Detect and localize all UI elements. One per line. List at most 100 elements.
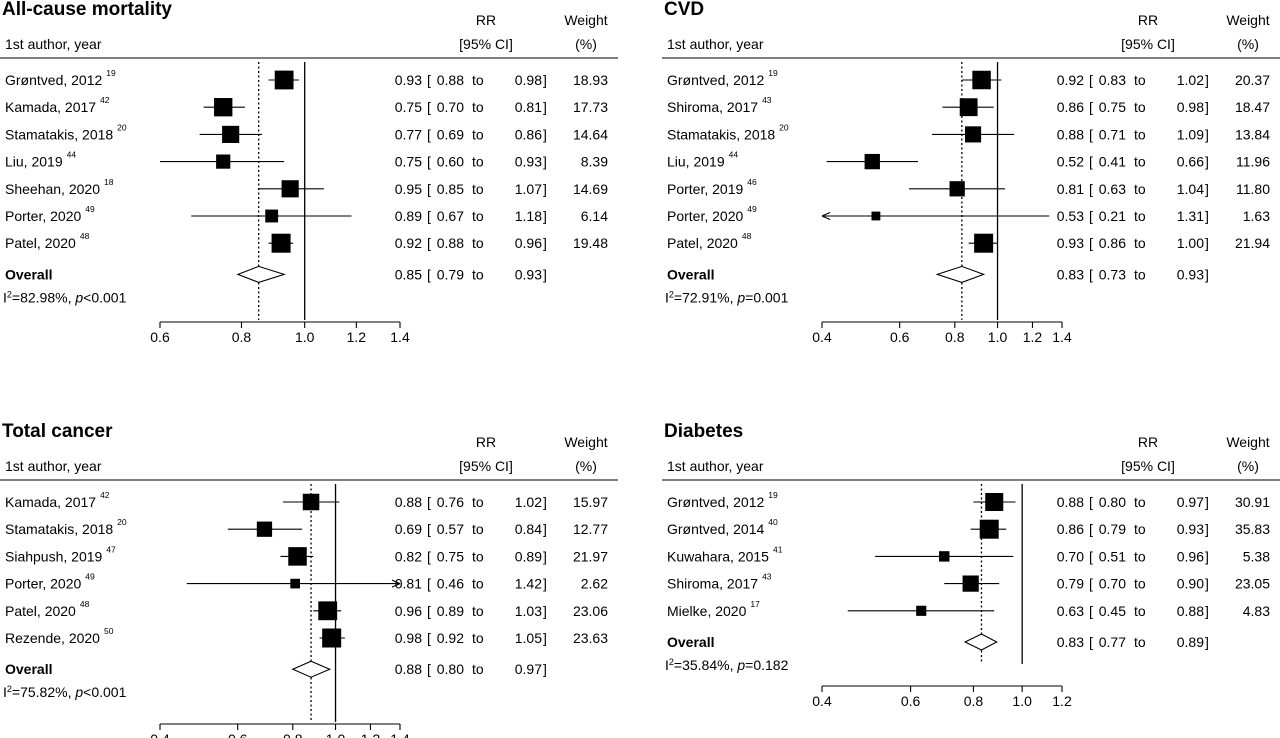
study-author: Porter, 2020 bbox=[5, 208, 81, 224]
ci-bracket-close: ] bbox=[543, 576, 547, 592]
heterogeneity-stat: I2=35.84%, p=0.182 bbox=[665, 657, 789, 673]
ci-to: to bbox=[472, 661, 484, 677]
ci-arrow-left bbox=[821, 211, 831, 221]
study-ci-low: 0.92 bbox=[437, 630, 464, 646]
ci-bracket-close: ] bbox=[1205, 208, 1209, 224]
overall-ci-high: 0.89 bbox=[1177, 634, 1204, 650]
study-weight: 1.63 bbox=[1243, 208, 1270, 224]
ci-bracket-open: [ bbox=[1089, 521, 1093, 537]
study-rr: 0.92 bbox=[1057, 72, 1084, 88]
study-weight: 21.97 bbox=[573, 548, 608, 564]
study-rr: 0.75 bbox=[395, 154, 422, 170]
weight-header: Weight bbox=[1226, 12, 1269, 28]
study-ref: 48 bbox=[80, 599, 90, 609]
study-rr: 0.81 bbox=[1057, 181, 1084, 197]
study-estimate-box bbox=[271, 233, 291, 253]
x-axis: 0.4 0.6 0.8 1.0 1.2 1.4 bbox=[150, 723, 410, 738]
study-ci-high: 0.88 bbox=[1177, 603, 1204, 619]
overall-label: Overall bbox=[5, 266, 52, 282]
study-row: Stamatakis, 2018 20 0.88 [0.71 to 1.09] 13.84 bbox=[667, 122, 1270, 143]
ci-to: to bbox=[1134, 72, 1146, 88]
study-row: Sheehan, 2020 18 0.95 [0.85 to 1.07] 14.69 bbox=[5, 177, 608, 198]
overall-rr: 0.83 bbox=[1057, 266, 1084, 282]
x-tick-label: 1.0 bbox=[295, 329, 315, 345]
overall-diamond bbox=[291, 660, 332, 678]
study-author: Patel, 2020 bbox=[667, 235, 738, 251]
study-estimate-box bbox=[288, 547, 307, 566]
study-rr: 0.75 bbox=[395, 99, 422, 115]
study-rr: 0.89 bbox=[395, 208, 422, 224]
ci-to: to bbox=[472, 494, 484, 510]
study-row: Porter, 2020 49 0.53 [0.21 to 1.31] 1.63 bbox=[667, 204, 1270, 224]
overall-rr: 0.83 bbox=[1057, 634, 1084, 650]
ci-to: to bbox=[472, 521, 484, 537]
x-axis: 0.6 0.8 1.0 1.2 1.4 bbox=[150, 321, 410, 345]
study-weight: 20.37 bbox=[1235, 72, 1270, 88]
ci-arrow-right bbox=[391, 579, 401, 588]
ci-bracket-close: ] bbox=[543, 99, 547, 115]
ci-bracket-open: [ bbox=[1089, 72, 1093, 88]
overall-row: Overall 0.83 [0.73 to 0.93] bbox=[667, 265, 1209, 283]
study-ci-low: 0.46 bbox=[437, 576, 464, 592]
ci-to: to bbox=[1134, 126, 1146, 142]
x-tick-label: 0.8 bbox=[964, 693, 984, 709]
study-ref: 42 bbox=[100, 95, 110, 105]
ci-bracket-open: [ bbox=[427, 548, 431, 564]
study-rr: 0.70 bbox=[1057, 548, 1084, 564]
study-ci-low: 0.83 bbox=[1099, 72, 1126, 88]
ci-bracket-close: ] bbox=[1205, 603, 1209, 619]
ci-bracket-close: ] bbox=[543, 72, 547, 88]
study-author: Liu, 2019 bbox=[667, 154, 725, 170]
study-rr: 0.86 bbox=[1057, 99, 1084, 115]
x-axis: 0.4 0.6 0.8 1.0 1.2 1.4 bbox=[812, 321, 1072, 345]
study-ref: 20 bbox=[779, 122, 789, 132]
ci-bracket-close: ] bbox=[1205, 235, 1209, 251]
overall-row: Overall 0.83 [0.77 to 0.89] bbox=[667, 633, 1209, 651]
study-row: Grøntved, 2012 19 0.92 [0.83 to 1.02] 20.37 bbox=[667, 68, 1270, 90]
ci-bracket-close: ] bbox=[1205, 99, 1209, 115]
ci-bracket-close: ] bbox=[1205, 72, 1209, 88]
x-tick-label: 1.4 bbox=[390, 731, 410, 738]
x-tick-label: 0.4 bbox=[812, 693, 832, 709]
study-ci-low: 0.70 bbox=[437, 99, 464, 115]
study-ref: 44 bbox=[729, 150, 739, 160]
ci-bracket-close: ] bbox=[1205, 494, 1209, 510]
overall-diamond bbox=[935, 265, 986, 283]
heterogeneity-stat: I2=82.98%, p<0.001 bbox=[3, 289, 127, 305]
ci-bracket-open: [ bbox=[1089, 235, 1093, 251]
ci-bracket-open: [ bbox=[427, 126, 431, 142]
overall-ci-high: 0.97 bbox=[515, 661, 542, 677]
ci-bracket-close: ] bbox=[1205, 181, 1209, 197]
overall-rr: 0.85 bbox=[395, 266, 422, 282]
author-header: 1st author, year bbox=[667, 36, 764, 52]
ci-bracket-open: [ bbox=[1089, 494, 1093, 510]
study-weight: 5.38 bbox=[1243, 548, 1270, 564]
ci-bracket-close: ] bbox=[1205, 576, 1209, 592]
study-author: Stamatakis, 2018 bbox=[667, 126, 775, 142]
study-author: Patel, 2020 bbox=[5, 603, 76, 619]
study-row: Grøntved, 2012 19 0.93 [0.88 to 0.98] 18.93 bbox=[5, 68, 608, 90]
study-ref: 17 bbox=[750, 599, 760, 609]
x-tick-label: 0.8 bbox=[945, 329, 965, 345]
study-ref: 19 bbox=[768, 68, 778, 78]
ci-to: to bbox=[472, 630, 484, 646]
study-ci-high: 0.84 bbox=[515, 521, 542, 537]
study-ci-high: 1.03 bbox=[515, 603, 542, 619]
ci-to: to bbox=[1134, 548, 1146, 564]
study-ci-high: 1.04 bbox=[1177, 181, 1204, 197]
weight-unit-header: (%) bbox=[1237, 458, 1259, 474]
study-row: Shiroma, 2017 43 0.86 [0.75 to 0.98] 18.47 bbox=[667, 95, 1270, 117]
study-ci-high: 1.31 bbox=[1177, 208, 1204, 224]
author-header: 1st author, year bbox=[667, 458, 764, 474]
ci-bracket-open: [ bbox=[1089, 576, 1093, 592]
study-rr: 0.93 bbox=[1057, 235, 1084, 251]
forest-panel: CVD RR [95% CI] Weight (%) 1st author, year Gr… bbox=[662, 0, 1280, 345]
study-ci-high: 1.09 bbox=[1177, 126, 1204, 142]
study-row: Kuwahara, 2015 41 0.70 [0.51 to 0.96] 5.38 bbox=[667, 544, 1270, 564]
study-ci-high: 1.02 bbox=[1177, 72, 1204, 88]
study-rr: 0.77 bbox=[395, 126, 422, 142]
study-weight: 23.05 bbox=[1235, 576, 1270, 592]
heterogeneity-stat: I2=72.91%, p=0.001 bbox=[665, 289, 789, 305]
study-rr: 0.98 bbox=[395, 630, 422, 646]
